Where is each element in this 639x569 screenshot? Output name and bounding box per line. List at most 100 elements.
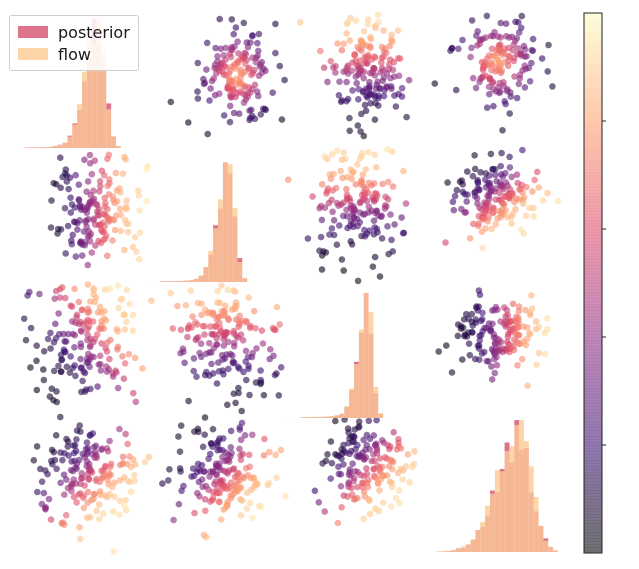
scatter-point (216, 498, 223, 506)
scatter-point (79, 494, 87, 502)
scatter-point (225, 458, 233, 466)
histogram-bar-flow (494, 470, 500, 492)
scatter-point (111, 226, 119, 234)
histogram-bar-posterior (72, 123, 78, 125)
legend-swatch-posterior (18, 26, 48, 38)
scatter-point (122, 156, 129, 163)
histogram-bar-overlap (101, 60, 107, 148)
scatter-point (236, 312, 243, 320)
scatter-point (27, 324, 35, 332)
scatter-point (123, 318, 130, 326)
scatter-point (74, 226, 81, 233)
scatter-point (335, 92, 343, 99)
scatter-point (194, 59, 202, 67)
scatter-point (510, 41, 517, 48)
scatter-point (67, 209, 75, 216)
scatter-point (381, 202, 389, 209)
scatter-point (79, 377, 86, 385)
scatter-point (217, 516, 225, 523)
histogram-bar-overlap (499, 471, 505, 552)
scatter-point (364, 20, 372, 28)
scatter-point (207, 323, 214, 330)
scatter-point (224, 401, 231, 409)
histogram-bar-flow (77, 104, 82, 110)
scatter-point (104, 205, 111, 213)
scatter-point (98, 467, 105, 475)
scatter-point (106, 285, 114, 293)
scatter-point (109, 193, 117, 200)
scatter-point (349, 87, 356, 94)
scatter-point (60, 330, 67, 338)
scatter-point (67, 353, 74, 360)
scatter-point (131, 233, 139, 241)
scatter-point (526, 329, 533, 337)
scatter-point (68, 240, 76, 248)
scatter-point (213, 380, 221, 387)
scatter-point (519, 189, 526, 196)
scatter-point (330, 170, 337, 178)
scatter-point (184, 325, 192, 333)
scatter-point (266, 479, 273, 487)
scatter-point (216, 90, 223, 97)
scatter-point (258, 327, 266, 334)
scatter-point (249, 54, 256, 61)
histogram-bar-flow (519, 420, 524, 450)
scatter-point (209, 425, 217, 433)
histogram-bar-flow (242, 277, 248, 279)
scatter-point (102, 232, 110, 239)
scatter-point (185, 119, 192, 126)
scatter-point (458, 177, 466, 184)
scatter-point (521, 46, 529, 53)
scatter-point (260, 391, 268, 399)
scatter-point (373, 164, 380, 171)
scatter-point (222, 63, 230, 71)
scatter-point (451, 192, 459, 200)
scatter-point (57, 368, 65, 375)
histogram-bar-overlap (490, 493, 495, 552)
scatter-point (352, 181, 360, 188)
scatter-point (116, 497, 123, 505)
scatter-point (448, 369, 456, 376)
scatter-point (449, 198, 457, 206)
scatter-point (499, 51, 507, 59)
scatter-point (514, 362, 521, 369)
histogram-bar-overlap (334, 415, 340, 418)
scatter-point (497, 213, 505, 221)
scatter-point (86, 432, 94, 440)
scatter-point (261, 105, 269, 113)
scatter-point (354, 161, 361, 168)
scatter-point (452, 86, 460, 94)
scatter-point (318, 181, 326, 188)
scatter-point (519, 200, 527, 207)
scatter-point (100, 510, 107, 518)
scatter-point (505, 52, 512, 60)
scatter-point (353, 79, 361, 87)
scatter-point (506, 153, 513, 161)
scatter-point (224, 470, 231, 477)
scatter-point (397, 445, 405, 452)
scatter-point (273, 370, 280, 377)
histogram-bar-flow (358, 329, 364, 333)
histogram-bar-overlap (193, 279, 199, 282)
scatter-point (234, 38, 241, 45)
scatter-point (543, 315, 551, 322)
scatter-point (339, 212, 347, 220)
colorbar-fill (584, 13, 602, 553)
scatter-point (182, 302, 190, 309)
scatter-point (515, 80, 523, 88)
scatter-point (206, 339, 213, 347)
scatter-point (471, 152, 478, 159)
scatter-point (357, 36, 365, 44)
scatter-point (131, 354, 139, 362)
scatter-point (112, 169, 120, 177)
scatter-point (105, 151, 113, 159)
scatter-point (101, 222, 108, 230)
scatter-point (50, 367, 58, 375)
scatter-point (453, 186, 461, 194)
histogram-bar-overlap (174, 281, 180, 282)
scatter-point (396, 55, 404, 62)
scatter-point (343, 64, 351, 71)
scatter-point (468, 310, 476, 318)
scatter-point (20, 315, 28, 323)
scatter-point (205, 455, 212, 463)
